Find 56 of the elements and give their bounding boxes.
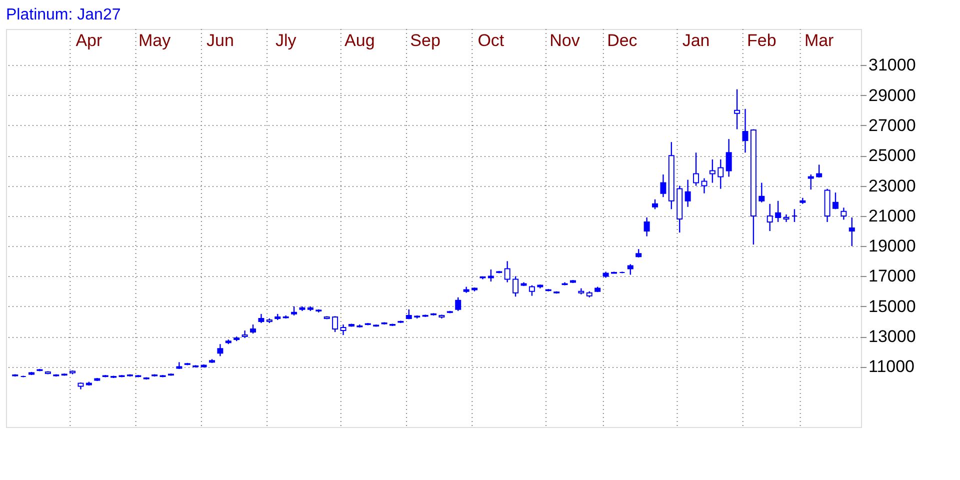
candlestick [726, 138, 732, 178]
candlestick [250, 324, 256, 334]
candlestick [627, 264, 634, 276]
candlestick [832, 192, 838, 210]
x-tick-label: Apr [76, 31, 102, 50]
y-tick-label: 11000 [868, 357, 915, 376]
candlestick [693, 152, 700, 186]
y-tick-label: 31000 [868, 56, 916, 75]
candlestick [709, 158, 716, 184]
y-tick-label: 25000 [868, 146, 916, 166]
x-tick-label: Mar [804, 31, 834, 50]
candlestick [758, 182, 765, 203]
candlestick [652, 198, 658, 210]
candlestick [808, 174, 814, 190]
candlestick [644, 216, 650, 237]
y-tick-label: 23000 [868, 176, 916, 196]
candlestick [488, 268, 494, 282]
candlestick [504, 260, 510, 283]
candlestick [718, 158, 724, 190]
candlestick [455, 296, 462, 312]
candlestick [701, 178, 708, 194]
chart-title: Platinum: Jan27 [6, 6, 121, 24]
candlestick [512, 276, 519, 298]
candlestick [528, 284, 535, 296]
candlestick [816, 164, 822, 178]
candlestick [848, 216, 855, 247]
candlestick [258, 313, 264, 324]
y-tick-label: 17000 [868, 266, 916, 286]
x-tick-label: Aug [344, 31, 375, 50]
x-tick-label: Jan [682, 31, 710, 50]
x-tick-label: May [138, 31, 172, 50]
x-tick-label: Feb [747, 31, 776, 50]
candlestick [340, 324, 346, 336]
x-tick-label: Sep [410, 31, 440, 50]
x-tick-label: Dec [607, 31, 638, 50]
x-tick-label: Jly [275, 31, 297, 50]
candlestick [217, 343, 224, 357]
candlestick [684, 179, 691, 208]
y-tick-label: 15000 [868, 296, 916, 316]
x-tick-label: Oct [478, 31, 504, 50]
x-tick-label: Jun [206, 31, 234, 50]
y-tick-label: 21000 [868, 206, 916, 226]
x-tick-label: Nov [550, 31, 580, 50]
candlestick [734, 88, 740, 130]
candlestick [840, 207, 847, 220]
candlestick [291, 306, 298, 316]
candlestick [791, 208, 798, 223]
candlestick [660, 174, 666, 198]
candlestick [332, 316, 338, 333]
candlestick [742, 108, 748, 154]
candlestick [775, 200, 782, 223]
y-tick-label: 27000 [868, 116, 916, 135]
y-tick-label: 29000 [868, 86, 916, 105]
y-tick-label: 19000 [868, 236, 916, 256]
candlestick [766, 203, 773, 232]
y-tick-label: 13000 [868, 327, 916, 346]
